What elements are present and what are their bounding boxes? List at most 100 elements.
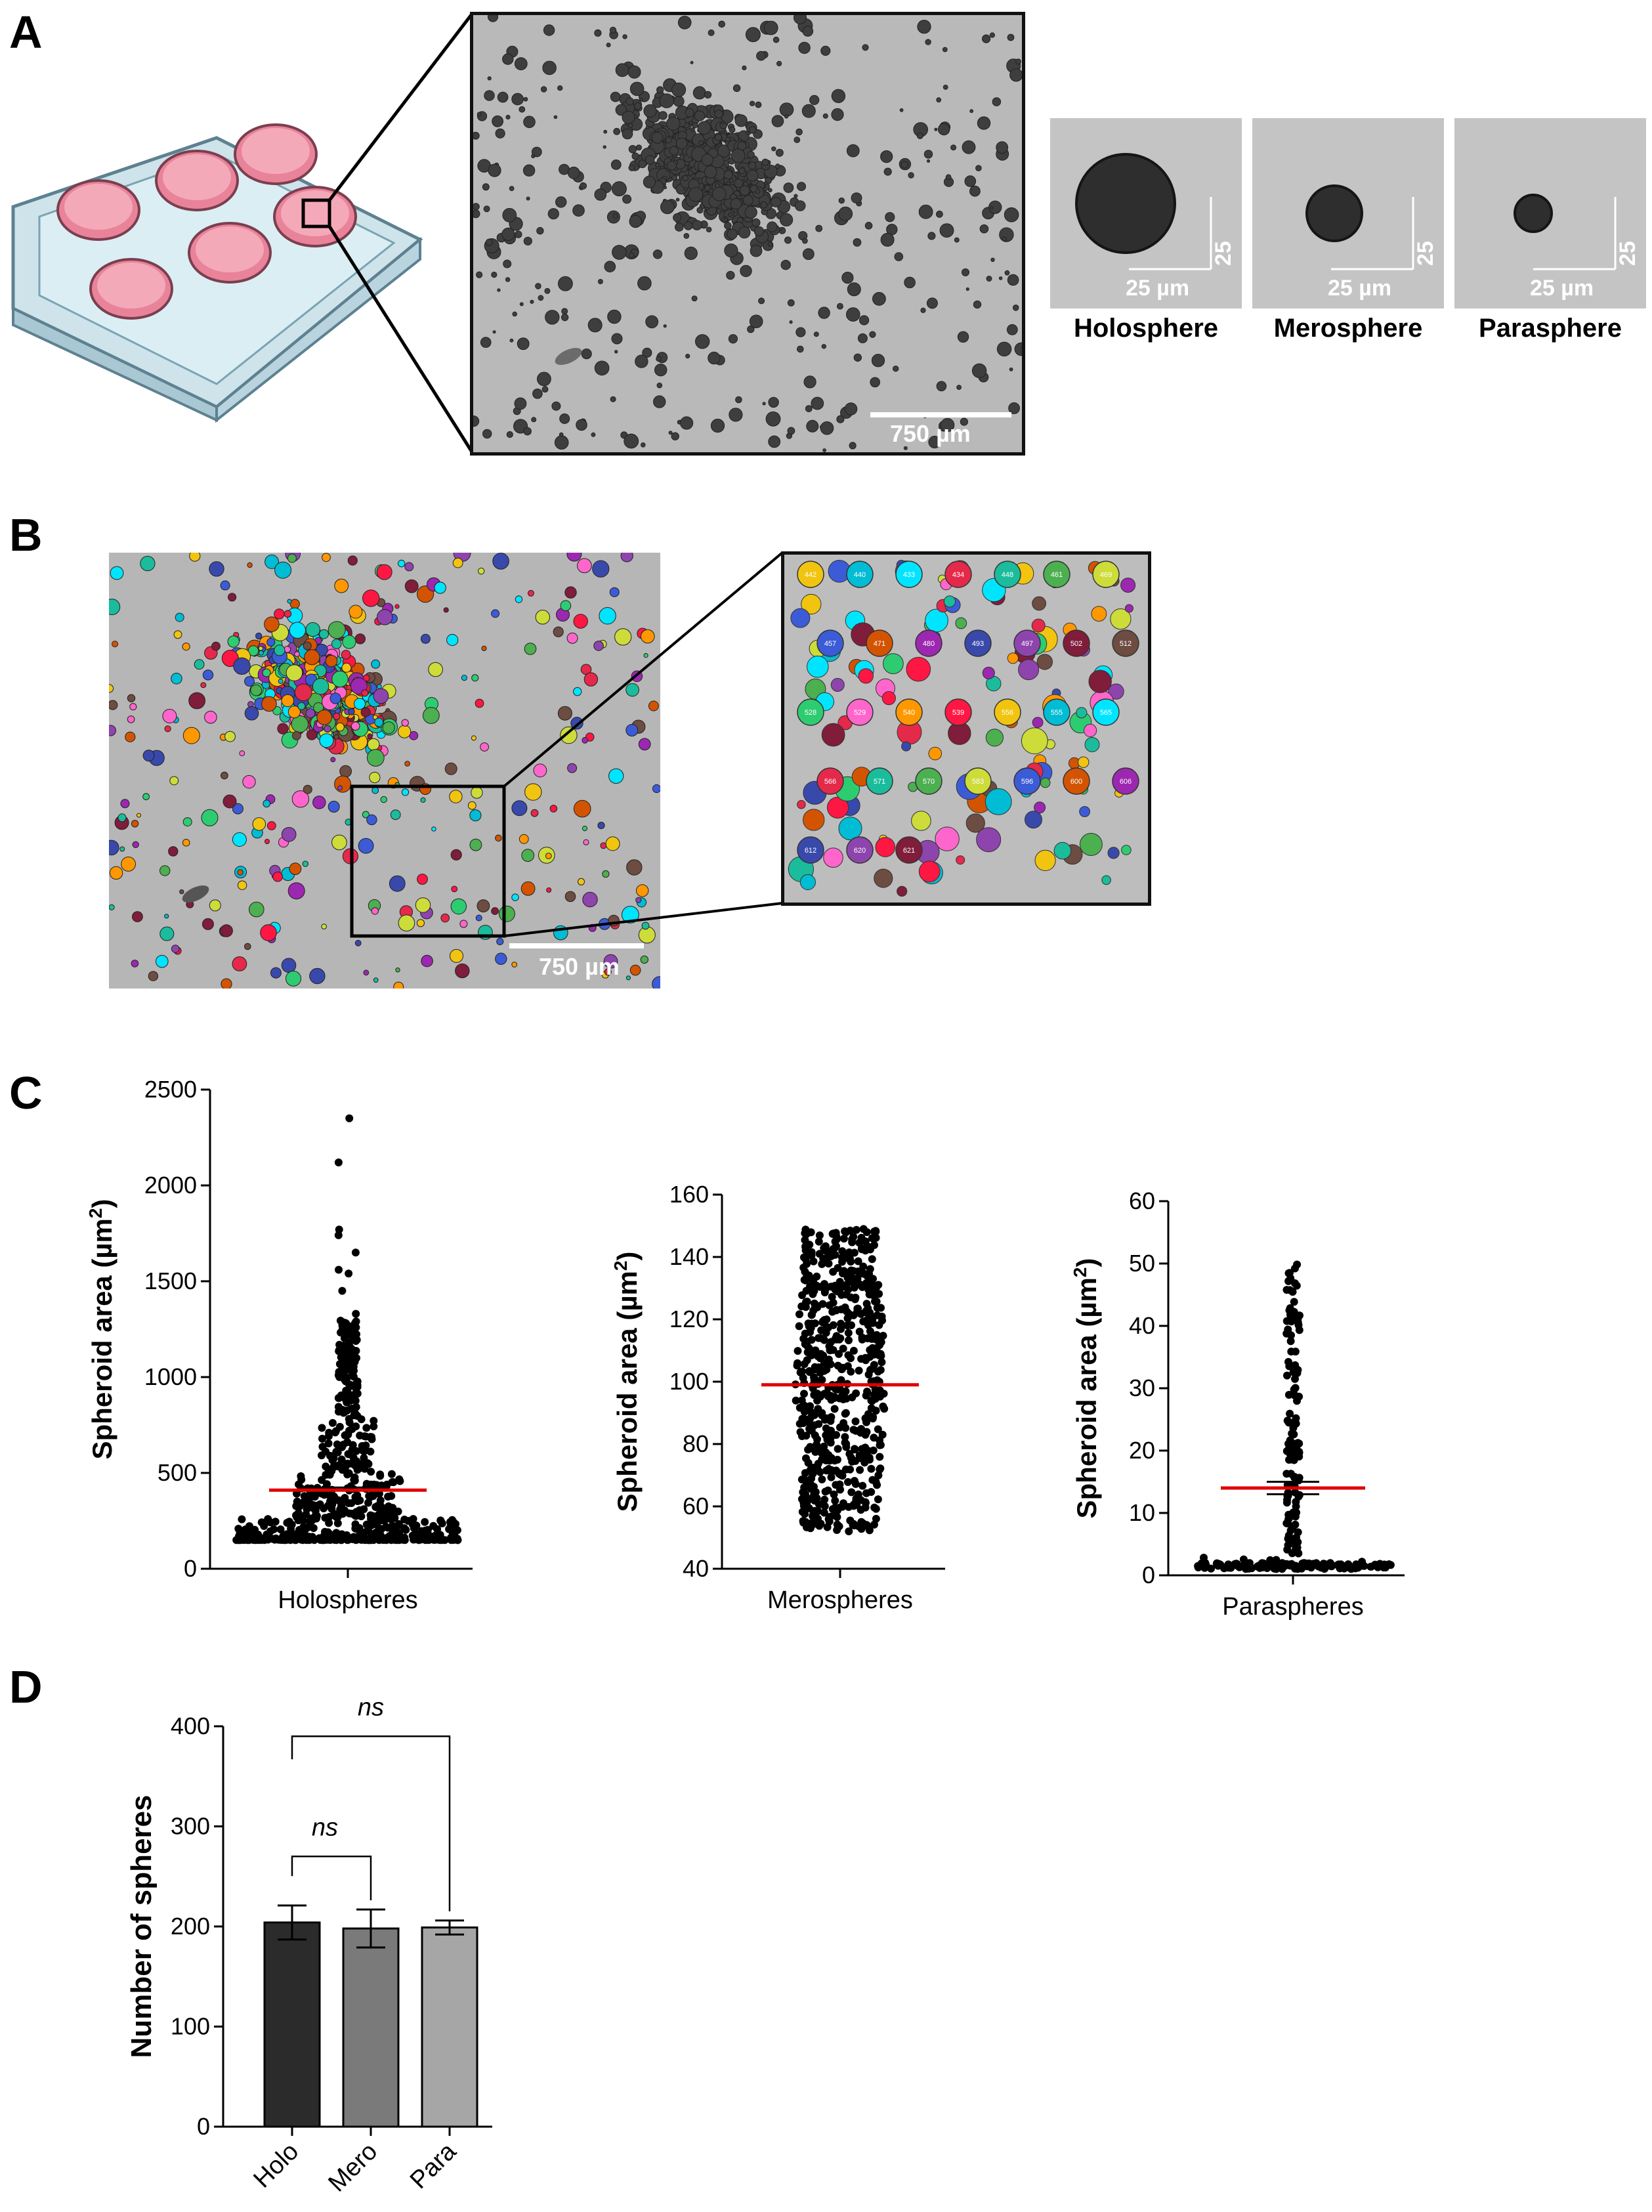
data-point — [860, 1449, 869, 1458]
spheroid — [611, 333, 623, 345]
spheroid — [545, 310, 560, 325]
spheroid — [784, 236, 792, 244]
data-point — [1284, 1560, 1293, 1569]
data-point — [287, 1524, 295, 1533]
data-point — [395, 1536, 404, 1544]
segmented-spheroid — [127, 715, 135, 723]
data-point — [874, 1367, 882, 1376]
inset-labeled-spheroid — [816, 767, 844, 795]
spheroid — [755, 101, 762, 108]
data-point — [792, 1396, 800, 1405]
data-point — [849, 1502, 858, 1510]
inset-labeled-spheroid — [1013, 767, 1041, 795]
data-point — [805, 1322, 813, 1330]
data-point — [1295, 1474, 1303, 1482]
debris — [555, 348, 582, 365]
data-point — [870, 1227, 879, 1236]
data-point — [802, 1454, 810, 1462]
data-point — [1207, 1564, 1216, 1573]
spheroid — [739, 185, 750, 196]
data-point — [801, 1510, 809, 1518]
inset-spheroid — [1121, 845, 1132, 855]
segmented-spheroid — [266, 637, 276, 647]
segmented-spheroid — [221, 978, 232, 989]
spheroid — [656, 356, 662, 362]
data-point — [345, 1414, 353, 1423]
scale-bar-label: 750 µm — [890, 420, 971, 447]
spheroid — [738, 167, 746, 175]
microscopy-image-a: 750 µm — [470, 12, 1025, 456]
spheroid — [660, 200, 675, 215]
inset-labeled-spheroid — [915, 629, 942, 657]
spheroid — [684, 246, 698, 260]
segmented-spheroid — [189, 553, 201, 562]
segmented-spheroid — [398, 725, 412, 738]
data-point — [1257, 1560, 1265, 1569]
spheroid — [482, 183, 490, 191]
well-plate-illustration — [11, 123, 423, 423]
segmented-spheroid — [566, 632, 578, 644]
segmented-spheroid — [578, 878, 585, 885]
inset-id-label: 570 — [923, 778, 935, 786]
segmented-spheroid — [341, 650, 351, 660]
spheroid — [847, 282, 861, 297]
data-point — [806, 1402, 815, 1411]
y-tick-label: 10 — [1129, 1499, 1155, 1526]
data-point — [410, 1524, 418, 1533]
spheroid — [820, 421, 834, 435]
segmented-spheroid — [237, 880, 247, 890]
spheroid — [543, 24, 555, 36]
inset-spheroid — [965, 813, 985, 833]
segmented-spheroid — [377, 609, 393, 626]
spheroid — [587, 318, 603, 333]
spheroid — [1012, 305, 1019, 311]
spheroid — [916, 133, 923, 139]
data-point — [805, 1504, 813, 1512]
spheroid — [894, 252, 904, 261]
spheroid — [523, 116, 536, 129]
spheroid — [629, 81, 645, 96]
inset-id-label: 600 — [1070, 778, 1082, 786]
data-point — [376, 1472, 385, 1480]
inset-labeled-spheroid — [1043, 698, 1070, 726]
inset-labeled-spheroid — [846, 836, 874, 864]
inset-spheroid — [925, 608, 948, 633]
data-point — [1336, 1564, 1344, 1573]
spheroid — [857, 333, 868, 343]
segmented-spheroid — [182, 727, 200, 744]
inset-spheroid — [943, 595, 956, 608]
spheroid — [671, 432, 679, 440]
data-point — [859, 1262, 868, 1271]
data-point — [878, 1312, 886, 1321]
segmented-spheroid — [175, 612, 184, 622]
spheroid — [923, 150, 933, 159]
segmented-spheroid — [421, 954, 433, 968]
spheroid — [735, 396, 742, 404]
spheroid — [1007, 33, 1015, 41]
x-category-label: Paraspheres — [1222, 1593, 1363, 1621]
segmented-spheroid — [169, 776, 179, 786]
spheroid — [750, 244, 763, 257]
spheroid — [522, 164, 536, 177]
segmented-spheroid — [339, 765, 352, 778]
data-point — [1293, 1397, 1301, 1405]
segmented-spheroid — [398, 914, 415, 932]
data-point — [285, 1518, 293, 1526]
segmented-spheroid — [164, 725, 171, 733]
data-point — [405, 1517, 413, 1525]
segmented-spheroid — [450, 948, 463, 963]
data-point — [356, 1496, 364, 1504]
spheroid — [789, 320, 793, 324]
data-point — [238, 1515, 246, 1523]
data-points — [1194, 1260, 1395, 1573]
inset-labeled-spheroid — [1063, 629, 1090, 657]
segmented-spheroid — [333, 712, 341, 720]
data-point — [863, 1388, 872, 1395]
spheroid — [996, 341, 1012, 356]
data-point — [1282, 1519, 1291, 1527]
data-point — [1226, 1562, 1235, 1571]
data-point — [1351, 1564, 1360, 1573]
data-point — [849, 1233, 858, 1241]
data-point — [391, 1514, 399, 1522]
spheroid — [561, 308, 568, 315]
